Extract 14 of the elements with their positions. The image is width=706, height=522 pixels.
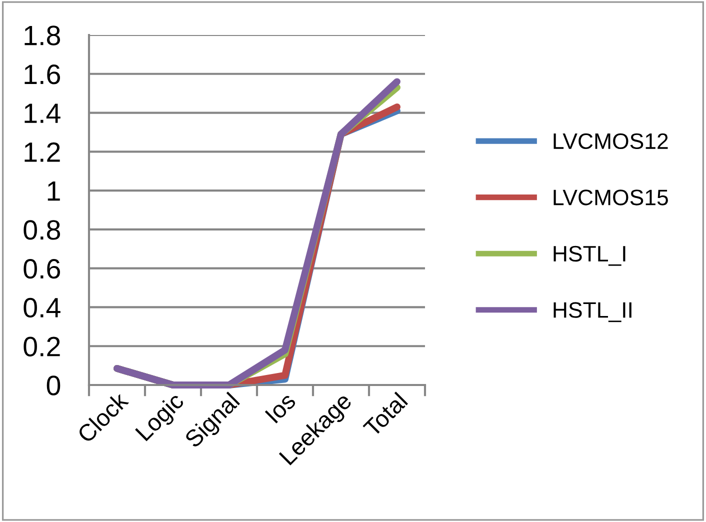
- y-tick-label: 0: [46, 376, 60, 396]
- legend-label: HSTL_II: [554, 302, 632, 322]
- y-tick-label: 0.8: [24, 220, 60, 240]
- y-tick-label: 1.2: [24, 142, 60, 162]
- y-tick-label: 0.2: [24, 336, 60, 356]
- legend-label: HSTL_I: [554, 246, 626, 266]
- legend-label: LVCMOS15: [554, 190, 668, 206]
- y-tick-label: 1: [48, 182, 60, 201]
- y-tick-label: 1.4: [24, 104, 60, 123]
- legend-label: LVCMOS12: [554, 133, 668, 150]
- y-tick-label: 1.8: [24, 26, 60, 46]
- y-tick-label: 0.6: [24, 259, 60, 279]
- y-tick-label: 1.6: [24, 64, 60, 84]
- y-tick-label: 0.4: [24, 298, 60, 318]
